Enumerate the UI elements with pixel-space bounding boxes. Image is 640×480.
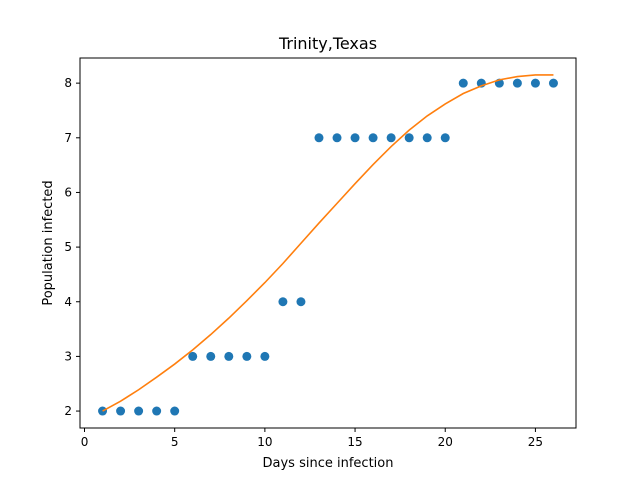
- x-axis-label: Days since infection: [263, 456, 394, 471]
- data-point: [350, 133, 360, 143]
- data-point: [116, 406, 126, 416]
- y-tick-label: 7: [64, 131, 72, 145]
- data-point: [152, 406, 162, 416]
- data-point: [188, 351, 198, 361]
- data-point: [98, 406, 108, 416]
- data-point: [368, 133, 378, 143]
- data-point: [530, 78, 540, 88]
- data-point: [296, 297, 306, 307]
- axes-frame: [79, 57, 577, 429]
- data-point: [548, 78, 558, 88]
- data-point: [278, 297, 288, 307]
- x-tick-label: 5: [171, 435, 179, 449]
- data-point: [422, 133, 432, 143]
- data-point: [242, 351, 252, 361]
- data-point: [224, 351, 234, 361]
- data-point: [512, 78, 522, 88]
- chart-title: Trinity,Texas: [278, 34, 377, 53]
- data-point: [332, 133, 342, 143]
- data-point: [440, 133, 450, 143]
- y-tick-label: 8: [64, 76, 72, 90]
- y-tick-label: 3: [64, 349, 72, 363]
- y-tick-label: 6: [64, 185, 72, 199]
- x-tick-label: 20: [438, 435, 453, 449]
- data-point: [458, 78, 468, 88]
- x-tick-label: 0: [81, 435, 89, 449]
- data-point: [170, 406, 180, 416]
- x-tick-label: 15: [347, 435, 362, 449]
- x-tick-label: 25: [528, 435, 543, 449]
- data-point: [134, 406, 144, 416]
- y-tick-label: 2: [64, 404, 72, 418]
- data-point: [386, 133, 396, 143]
- x-tick-label: 10: [257, 435, 272, 449]
- plot-area: [98, 74, 558, 416]
- data-point: [314, 133, 324, 143]
- fit-curve: [102, 74, 554, 412]
- y-tick-label: 5: [64, 240, 72, 254]
- y-tick-label: 4: [64, 295, 72, 309]
- data-point: [260, 351, 270, 361]
- x-axis: 0 5 10 15 20 25: [81, 428, 543, 449]
- data-point: [404, 133, 414, 143]
- y-axis-label: Population infected: [41, 180, 56, 305]
- data-point: [206, 351, 216, 361]
- y-axis: 2 3 4 5 6 7 8: [64, 76, 80, 418]
